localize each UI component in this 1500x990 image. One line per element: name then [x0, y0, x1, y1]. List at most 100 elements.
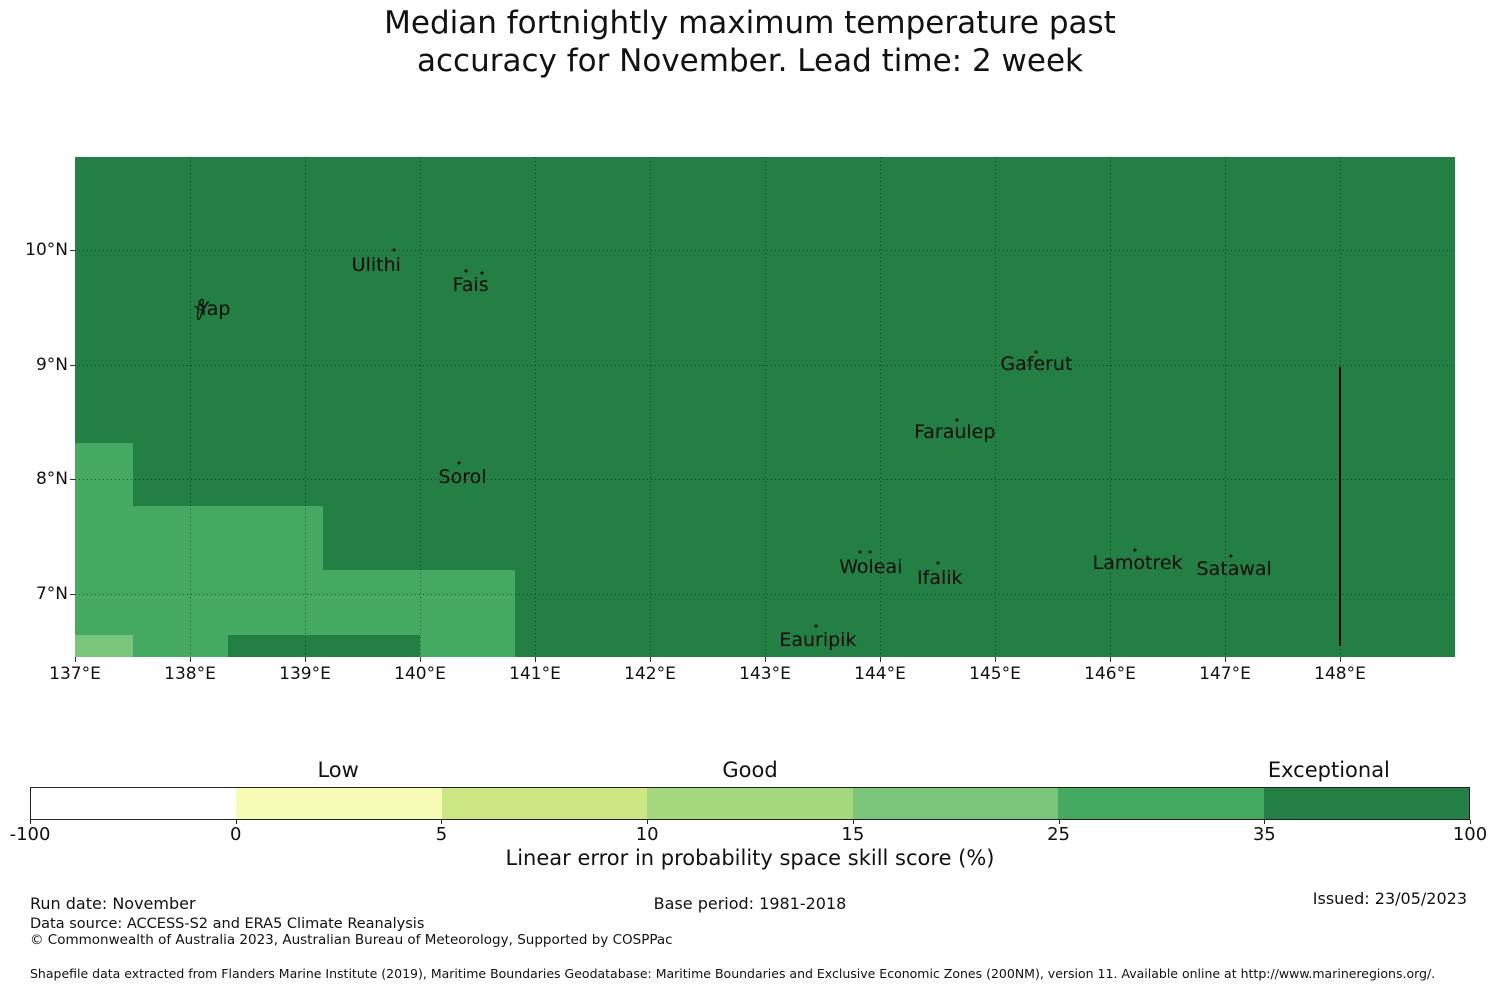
meridian-gridline — [1225, 157, 1226, 657]
colorbar-tick-label: 100 — [1452, 824, 1488, 845]
x-tick-mark — [190, 657, 191, 662]
x-tick-mark — [420, 657, 421, 662]
eez-boundary-line — [1339, 367, 1341, 646]
island-dot — [464, 269, 468, 273]
island-dot — [1229, 554, 1233, 558]
island-dot — [868, 550, 872, 554]
colorbar-tick-label: 25 — [1047, 824, 1071, 845]
meridian-gridline — [995, 157, 996, 657]
island-dot — [1034, 350, 1038, 354]
colorbar — [30, 787, 1470, 820]
island-label-lamotrek: Lamotrek — [1092, 552, 1183, 575]
colorbar-segment — [647, 788, 853, 819]
x-tick-mark — [1110, 657, 1111, 662]
meridian-gridline — [765, 157, 766, 657]
shapefile-note-text: Shapefile data extracted from Flanders M… — [30, 966, 1436, 981]
title-line-1: Median fortnightly maximum temperature p… — [384, 5, 1116, 41]
page-title: Median fortnightly maximum temperature p… — [0, 4, 1500, 80]
x-tick-mark — [995, 657, 996, 662]
island-label-fais: Fais — [452, 273, 489, 296]
x-tick-mark — [1340, 657, 1341, 662]
y-tick-mark — [70, 593, 75, 595]
colorbar-tick-mark — [1058, 820, 1060, 824]
title-line-2: accuracy for November. Lead time: 2 week — [416, 43, 1083, 79]
meridian-gridline — [420, 157, 421, 657]
x-tick-mark — [880, 657, 881, 662]
island-label-woleai: Woleai — [839, 555, 903, 578]
skill-score-cell — [75, 635, 133, 657]
parallel-gridline — [75, 364, 1455, 366]
colorbar-segment — [441, 788, 648, 819]
yap-island-shape — [192, 297, 208, 325]
colorbar-tick-mark — [30, 820, 31, 824]
x-tick-label: 145°E — [969, 664, 1021, 684]
island-label-ifalik: Ifalik — [917, 566, 963, 589]
colorbar-tick-mark — [852, 820, 854, 824]
data-source-text: Data source: ACCESS-S2 and ERA5 Climate … — [30, 916, 425, 932]
skill-score-cell — [75, 442, 133, 506]
meridian-gridline — [880, 157, 881, 657]
colorbar-segment — [1263, 788, 1469, 819]
colorbar-tick-label: 10 — [635, 824, 659, 845]
colorbar-axis-label: Linear error in probability space skill … — [505, 846, 995, 870]
x-tick-label: 139°E — [279, 664, 331, 684]
colorbar-tick-label: 5 — [435, 824, 448, 845]
colorbar-tick-mark — [647, 820, 649, 824]
colorbar-tick-mark — [441, 820, 443, 824]
island-dot — [1133, 548, 1137, 552]
colorbar-tick-label: -100 — [9, 824, 51, 845]
x-tick-label: 140°E — [394, 664, 446, 684]
parallel-gridline — [75, 479, 1455, 481]
meridian-gridline — [305, 157, 306, 657]
x-tick-label: 143°E — [739, 664, 791, 684]
colorbar-category-low: Low — [317, 758, 359, 782]
island-dot — [392, 248, 396, 252]
colorbar-tick-mark — [1264, 820, 1266, 824]
colorbar-tick-label: 15 — [841, 824, 865, 845]
y-tick-label: 8°N — [35, 469, 68, 490]
y-tick-label: 10°N — [25, 240, 68, 261]
colorbar-segment — [1058, 788, 1264, 819]
x-tick-label: 147°E — [1199, 664, 1251, 684]
x-tick-mark — [535, 657, 536, 662]
copyright-text: © Commonwealth of Australia 2023, Austra… — [30, 932, 673, 948]
island-label-faraulep: Faraulep — [914, 421, 996, 444]
x-tick-label: 142°E — [624, 664, 676, 684]
colorbar-segment — [236, 788, 442, 819]
meridian-gridline — [190, 157, 191, 657]
island-dot — [936, 561, 939, 565]
colorbar-segment — [31, 788, 237, 819]
colorbar-tick-label: 0 — [229, 824, 242, 845]
island-dot — [955, 418, 959, 422]
colorbar-tick-mark — [235, 820, 237, 824]
parallel-gridline — [75, 593, 1455, 595]
x-tick-mark — [75, 657, 76, 662]
island-label-sorol: Sorol — [438, 466, 487, 489]
issued-date-text: Issued: 23/05/2023 — [1312, 889, 1467, 908]
x-tick-label: 148°E — [1314, 664, 1366, 684]
skill-score-cell — [75, 505, 324, 570]
skill-score-cell — [227, 635, 420, 657]
colorbar-tick-label: 35 — [1252, 824, 1276, 845]
island-dot — [858, 550, 862, 554]
x-tick-label: 137°E — [49, 664, 101, 684]
x-tick-mark — [765, 657, 766, 662]
base-period-text: Base period: 1981-2018 — [653, 894, 847, 913]
x-tick-label: 146°E — [1084, 664, 1136, 684]
x-tick-label: 144°E — [854, 664, 906, 684]
y-tick-mark — [70, 250, 75, 252]
island-label-ulithi: Ulithi — [351, 254, 401, 277]
island-label-satawal: Satawal — [1196, 557, 1272, 580]
x-tick-label: 138°E — [164, 664, 216, 684]
y-tick-mark — [70, 479, 75, 481]
y-tick-label: 7°N — [35, 583, 68, 604]
colorbar-category-good: Good — [722, 758, 778, 782]
island-dot — [480, 271, 484, 275]
parallel-gridline — [75, 250, 1455, 252]
colorbar-category-exceptional: Exceptional — [1267, 758, 1390, 782]
meridian-gridline — [1110, 157, 1111, 657]
skill-score-map: Ulithi Fais Yap Gaferut Faraulep Sorol Woleai I… — [75, 157, 1455, 657]
y-tick-label: 9°N — [35, 354, 68, 375]
colorbar-tick-mark — [1470, 820, 1471, 824]
